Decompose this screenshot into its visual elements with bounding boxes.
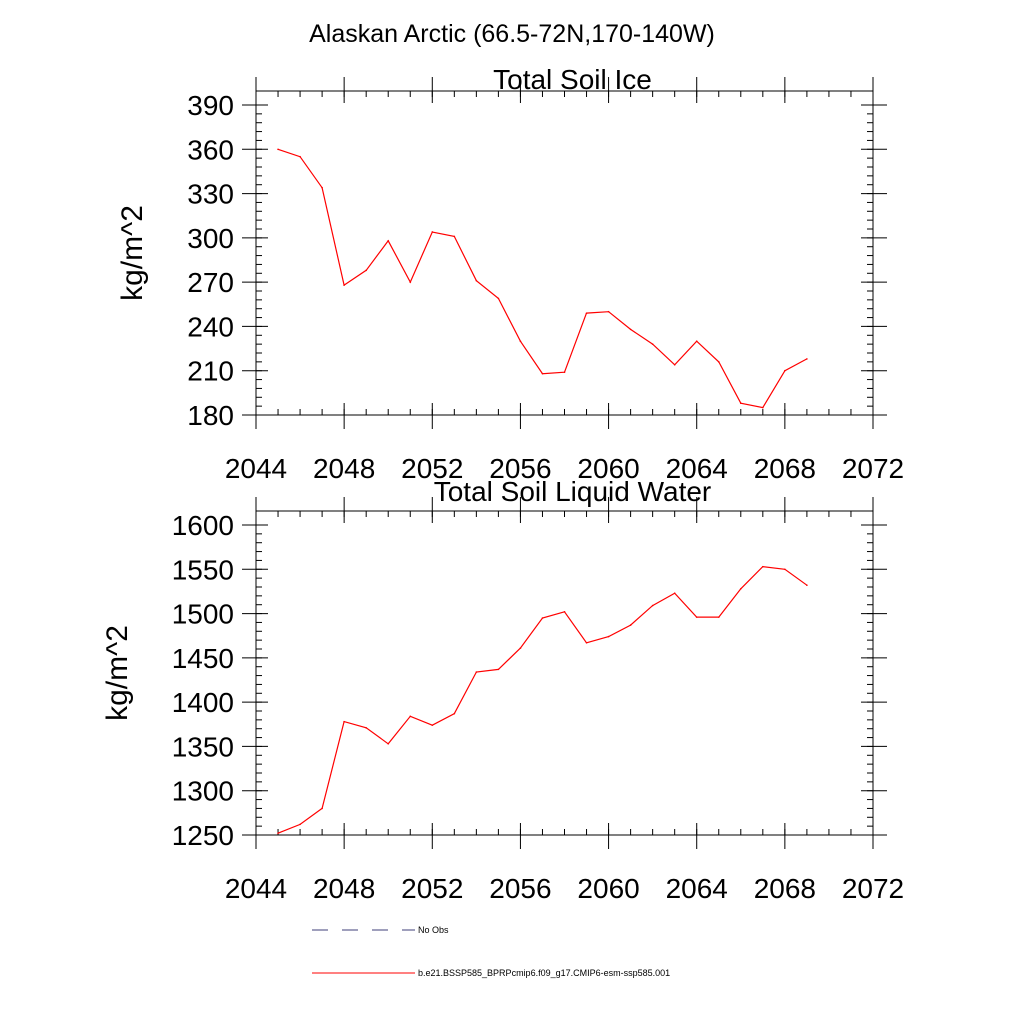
x-tick-label: 2068 — [754, 453, 816, 484]
data-point — [607, 310, 610, 313]
x-tick-label: 2048 — [313, 873, 375, 904]
data-point — [409, 281, 412, 283]
data-point — [387, 240, 390, 242]
data-point — [299, 823, 301, 826]
plot-frame — [255, 510, 874, 836]
data-point — [673, 592, 676, 594]
data-point — [695, 616, 698, 618]
plot-frame — [255, 90, 874, 416]
data-point — [475, 279, 478, 282]
data-point — [563, 371, 566, 373]
x-tick-label: 2064 — [666, 453, 728, 484]
data-point — [651, 343, 654, 345]
data-point — [563, 611, 566, 613]
x-tick-label: 2048 — [313, 453, 375, 484]
x-tick-label: 2044 — [225, 453, 287, 484]
data-point — [762, 565, 764, 568]
data-point — [673, 364, 676, 366]
data-point — [475, 671, 478, 673]
data-point — [806, 358, 808, 360]
legend: No Obs b.e21.BSSP585_BPRPcmip6.f09_g17.C… — [312, 925, 670, 978]
data-point — [717, 616, 720, 618]
legend-label-no-obs: No Obs — [418, 925, 449, 935]
data-point — [277, 148, 279, 151]
y-tick-label: 210 — [187, 356, 234, 387]
page-title: Alaskan Arctic (66.5-72N,170-140W) — [309, 20, 715, 48]
y-tick-label: 330 — [187, 179, 234, 210]
data-point — [321, 807, 323, 810]
series-line — [277, 148, 808, 409]
y-tick-label: 1250 — [172, 820, 234, 851]
data-point — [784, 568, 786, 571]
data-point — [343, 720, 345, 723]
y-tick-label: 1300 — [172, 776, 234, 807]
x-tick-label: 2044 — [225, 873, 287, 904]
y-tick-label: 1600 — [172, 510, 234, 541]
panel-total-soil-liquid-water: 1250 1300 1350 1400 1450 1500 1550 1600 2044 2048… — [101, 476, 904, 904]
y-tick-label: 390 — [187, 90, 234, 121]
data-point — [784, 369, 786, 372]
data-point — [629, 624, 632, 626]
data-point — [365, 727, 367, 729]
y-tick-label: 1550 — [172, 554, 234, 585]
panel-title: Total Soil Ice — [493, 64, 652, 95]
data-point — [541, 617, 544, 619]
data-point — [453, 235, 456, 238]
x-tick-label: 2072 — [842, 873, 904, 904]
data-point — [387, 742, 390, 745]
data-point — [453, 712, 456, 715]
y-tick-label: 240 — [187, 311, 234, 342]
data-point — [321, 186, 323, 189]
x-tick-label: 2072 — [842, 453, 904, 484]
y-tick-label: 1350 — [172, 731, 234, 762]
data-point — [519, 340, 522, 342]
y-tick-label: 1500 — [172, 599, 234, 630]
data-point — [739, 587, 742, 590]
legend-label-model: b.e21.BSSP585_BPRPcmip6.f09_g17.CMIP6-es… — [418, 968, 670, 978]
data-point — [409, 715, 412, 718]
data-point — [695, 340, 698, 342]
x-tick-label: 2064 — [666, 873, 728, 904]
y-tick-label: 1450 — [172, 643, 234, 674]
data-point — [299, 155, 301, 158]
data-point — [585, 642, 588, 644]
data-point — [541, 372, 544, 375]
y-tick-label: 300 — [187, 223, 234, 254]
data-point — [585, 312, 588, 314]
data-point — [365, 269, 367, 272]
data-point — [277, 832, 279, 835]
x-tick-label: 2056 — [489, 453, 551, 484]
y-tick-label: 180 — [187, 400, 234, 431]
data-point — [519, 647, 522, 649]
series-line — [277, 565, 808, 834]
x-tick-label: 2056 — [489, 873, 551, 904]
data-point — [762, 406, 764, 409]
data-point — [607, 635, 610, 638]
x-tick-label: 2068 — [754, 873, 816, 904]
data-point — [739, 402, 742, 404]
data-point — [431, 231, 434, 233]
data-point — [717, 361, 720, 363]
data-point — [497, 668, 500, 671]
x-tick-label: 2052 — [401, 873, 463, 904]
x-tick-label: 2052 — [401, 453, 463, 484]
y-tick-label: 270 — [187, 267, 234, 298]
y-tick-label: 360 — [187, 134, 234, 165]
panel-total-soil-ice: 180 210 240 270 300 330 360 390 2044 2048 2052 2056… — [116, 64, 904, 484]
y-tick-label: 1400 — [172, 687, 234, 718]
y-axis-label: kg/m^2 — [101, 625, 134, 721]
data-point — [497, 297, 500, 300]
panel-title: Total Soil Liquid Water — [434, 476, 712, 507]
data-point — [343, 284, 345, 286]
data-point — [431, 724, 434, 726]
data-point — [651, 604, 654, 607]
data-point — [629, 328, 632, 331]
x-tick-label: 2060 — [577, 453, 639, 484]
x-tick-label: 2060 — [577, 873, 639, 904]
y-axis-label: kg/m^2 — [116, 205, 149, 301]
data-point — [806, 584, 808, 587]
